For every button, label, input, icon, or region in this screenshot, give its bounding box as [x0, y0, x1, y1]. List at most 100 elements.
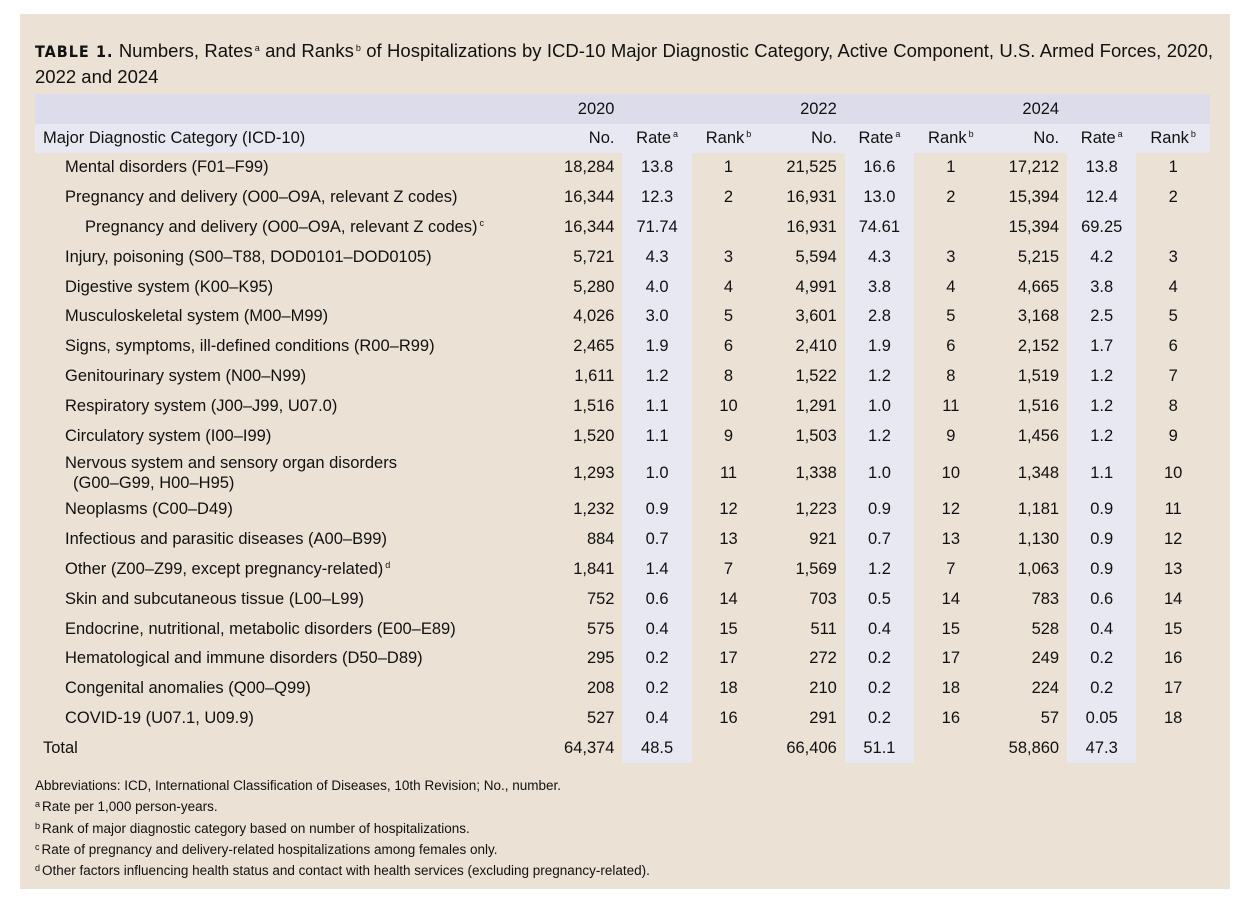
footnote-text: Other factors influencing health status …: [42, 863, 650, 879]
table-row: Musculoskeletal system (M00–M99) 4,026 3.0…: [35, 301, 1210, 332]
year-2020: 2020: [543, 94, 623, 124]
category-cell: Injury, poisoning (S00–T88, DOD0101–DOD0…: [35, 242, 543, 272]
rate-cell: 1.7: [1067, 331, 1137, 362]
rate-header: Rate a: [844, 124, 915, 153]
no-cell: 15,394: [1008, 217, 1060, 236]
category-cell: Other (Z00–Z99, except pregnancy-related…: [35, 555, 543, 585]
category-label: Total: [43, 738, 78, 757]
rate-cell: 0.9: [622, 494, 692, 525]
rate-cell: 0.5: [844, 584, 915, 615]
no-cell: 58,860: [1008, 738, 1060, 757]
no-cell: 291: [809, 708, 837, 727]
category-label: Signs, symptoms, ill-defined conditions …: [65, 337, 435, 356]
rate-cell: 3.8: [844, 272, 915, 302]
rate-cell: 1.2: [844, 361, 915, 392]
no-cell: 5,215: [1017, 247, 1060, 266]
table-row: Mental disorders (F01–F99) 18,284 13.8 1 21,…: [35, 153, 1210, 183]
category-label: Digestive system (K00–K95): [65, 277, 274, 296]
rank-cell: 13: [1163, 559, 1183, 578]
rank-cell: 6: [946, 337, 956, 356]
rate-cell: 0.9: [844, 494, 915, 525]
category-label: COVID-19 (U07.1, U09.9): [65, 708, 254, 727]
header-label: No.: [588, 129, 615, 147]
rate-cell: 1.1: [622, 421, 692, 451]
rate-cell: 1.2: [844, 554, 915, 585]
no-cell: 527: [586, 708, 615, 727]
category-label: Congenital anomalies (Q00–Q99): [65, 679, 311, 698]
footnote: Abbreviations: ICD, International Classi…: [35, 776, 650, 795]
footnote-text: Abbreviations: ICD, International Classi…: [35, 778, 562, 793]
no-cell: 1,338: [795, 463, 837, 482]
rate-cell: 0.2: [622, 673, 692, 704]
rate-cell: 16.6: [844, 153, 915, 183]
category-label: (G00–G99, H00–H95): [73, 473, 235, 492]
no-cell: 208: [586, 679, 615, 698]
no-cell: 1,181: [1017, 500, 1060, 519]
rank-cell: [1136, 213, 1210, 243]
rate-cell: 0.6: [622, 584, 692, 615]
category-label: Pregnancy and delivery (O00–O9A, relevan…: [65, 188, 458, 207]
rank-cell: 11: [1164, 500, 1182, 519]
category-cell: Signs, symptoms, ill-defined conditions …: [35, 332, 543, 362]
no-cell: 1,841: [573, 559, 615, 578]
no-cell: 575: [586, 619, 615, 638]
no-cell: 1,522: [795, 366, 837, 385]
rate-cell: 0.2: [1067, 643, 1137, 674]
rank-cell: 8: [723, 366, 734, 385]
title-text: Numbers, Rates: [113, 40, 253, 61]
rate-cell: 3.8: [1067, 272, 1137, 302]
header-label: No.: [1033, 129, 1060, 147]
table-panel: TABLE 1. Numbers, Rates a and Ranks b of H…: [20, 14, 1230, 889]
rate-cell: 1.2: [622, 361, 692, 392]
rate-cell: 1.9: [622, 331, 692, 362]
table-title: TABLE 1. Numbers, Rates a and Ranks b of H…: [35, 36, 1213, 89]
rank-cell: 11: [719, 463, 738, 482]
footnotes: Abbreviations: ICD, International Classi…: [35, 776, 650, 880]
no-cell: 2,410: [795, 337, 837, 356]
table-row: Digestive system (K00–K95) 5,280 4.0 4 4,991…: [35, 272, 1210, 302]
footnote-marker: d: [385, 559, 391, 570]
no-cell: 272: [809, 649, 837, 668]
no-cell: 16,931: [786, 188, 837, 207]
table-row: COVID-19 (U07.1, U09.9) 527 0.4 16 291 0.2 16 5…: [35, 703, 1210, 734]
no-cell: 16,931: [786, 217, 837, 236]
header-cell: [35, 94, 543, 124]
no-cell: 295: [586, 649, 615, 668]
category-cell: COVID-19 (U07.1, U09.9): [35, 704, 543, 734]
rank-cell: 15: [719, 619, 738, 638]
category-cell: Pregnancy and delivery (O00–O9A, relevan…: [35, 213, 543, 243]
table-row: Congenital anomalies (Q00–Q99) 208 0.2 18 21…: [35, 673, 1210, 704]
no-cell: 57: [1040, 708, 1060, 727]
category-label: Circulatory system (I00–I99): [65, 426, 272, 445]
rank-cell: 4: [946, 277, 956, 296]
table-row: Respiratory system (J00–J99, U07.0) 1,516…: [35, 391, 1210, 422]
rank-cell: 8: [946, 366, 956, 385]
rank-cell: 7: [1168, 366, 1178, 385]
rank-cell: 5: [1168, 307, 1178, 326]
category-label: Nervous system and sensory organ disorde…: [65, 453, 397, 472]
header-label: No.: [811, 129, 837, 147]
rank-cell: 8: [1168, 396, 1178, 415]
rate-cell: 0.4: [622, 703, 692, 734]
footnote-text: Rate of pregnancy and delivery-related h…: [41, 841, 498, 857]
header-label: Rank: [928, 129, 967, 147]
rank-cell: 2: [723, 188, 734, 207]
rank-header: Rank b: [1136, 124, 1210, 153]
table-row: Hematological and immune disorders (D50–…: [35, 643, 1210, 674]
rank-cell: [692, 733, 766, 763]
rank-cell: 13: [719, 530, 738, 549]
rank-cell: 1: [1168, 158, 1178, 177]
rank-cell: 6: [723, 337, 734, 356]
no-cell: 5,721: [573, 247, 615, 266]
footnote-marker: b: [746, 129, 752, 139]
no-header: No.: [987, 124, 1068, 153]
rank-cell: 4: [723, 277, 734, 296]
footnote: d Other factors influencing health status…: [35, 859, 650, 880]
header-label: Rate: [858, 129, 894, 147]
category-label: Pregnancy and delivery (O00–O9A, relevan…: [85, 217, 478, 236]
no-cell: 1,520: [573, 426, 615, 445]
rank-cell: [914, 213, 988, 243]
no-cell: 1,516: [573, 396, 615, 415]
category-label: Endocrine, nutritional, metabolic disord…: [65, 619, 456, 638]
category-label: Injury, poisoning (S00–T88, DOD0101–DOD0…: [65, 247, 432, 266]
